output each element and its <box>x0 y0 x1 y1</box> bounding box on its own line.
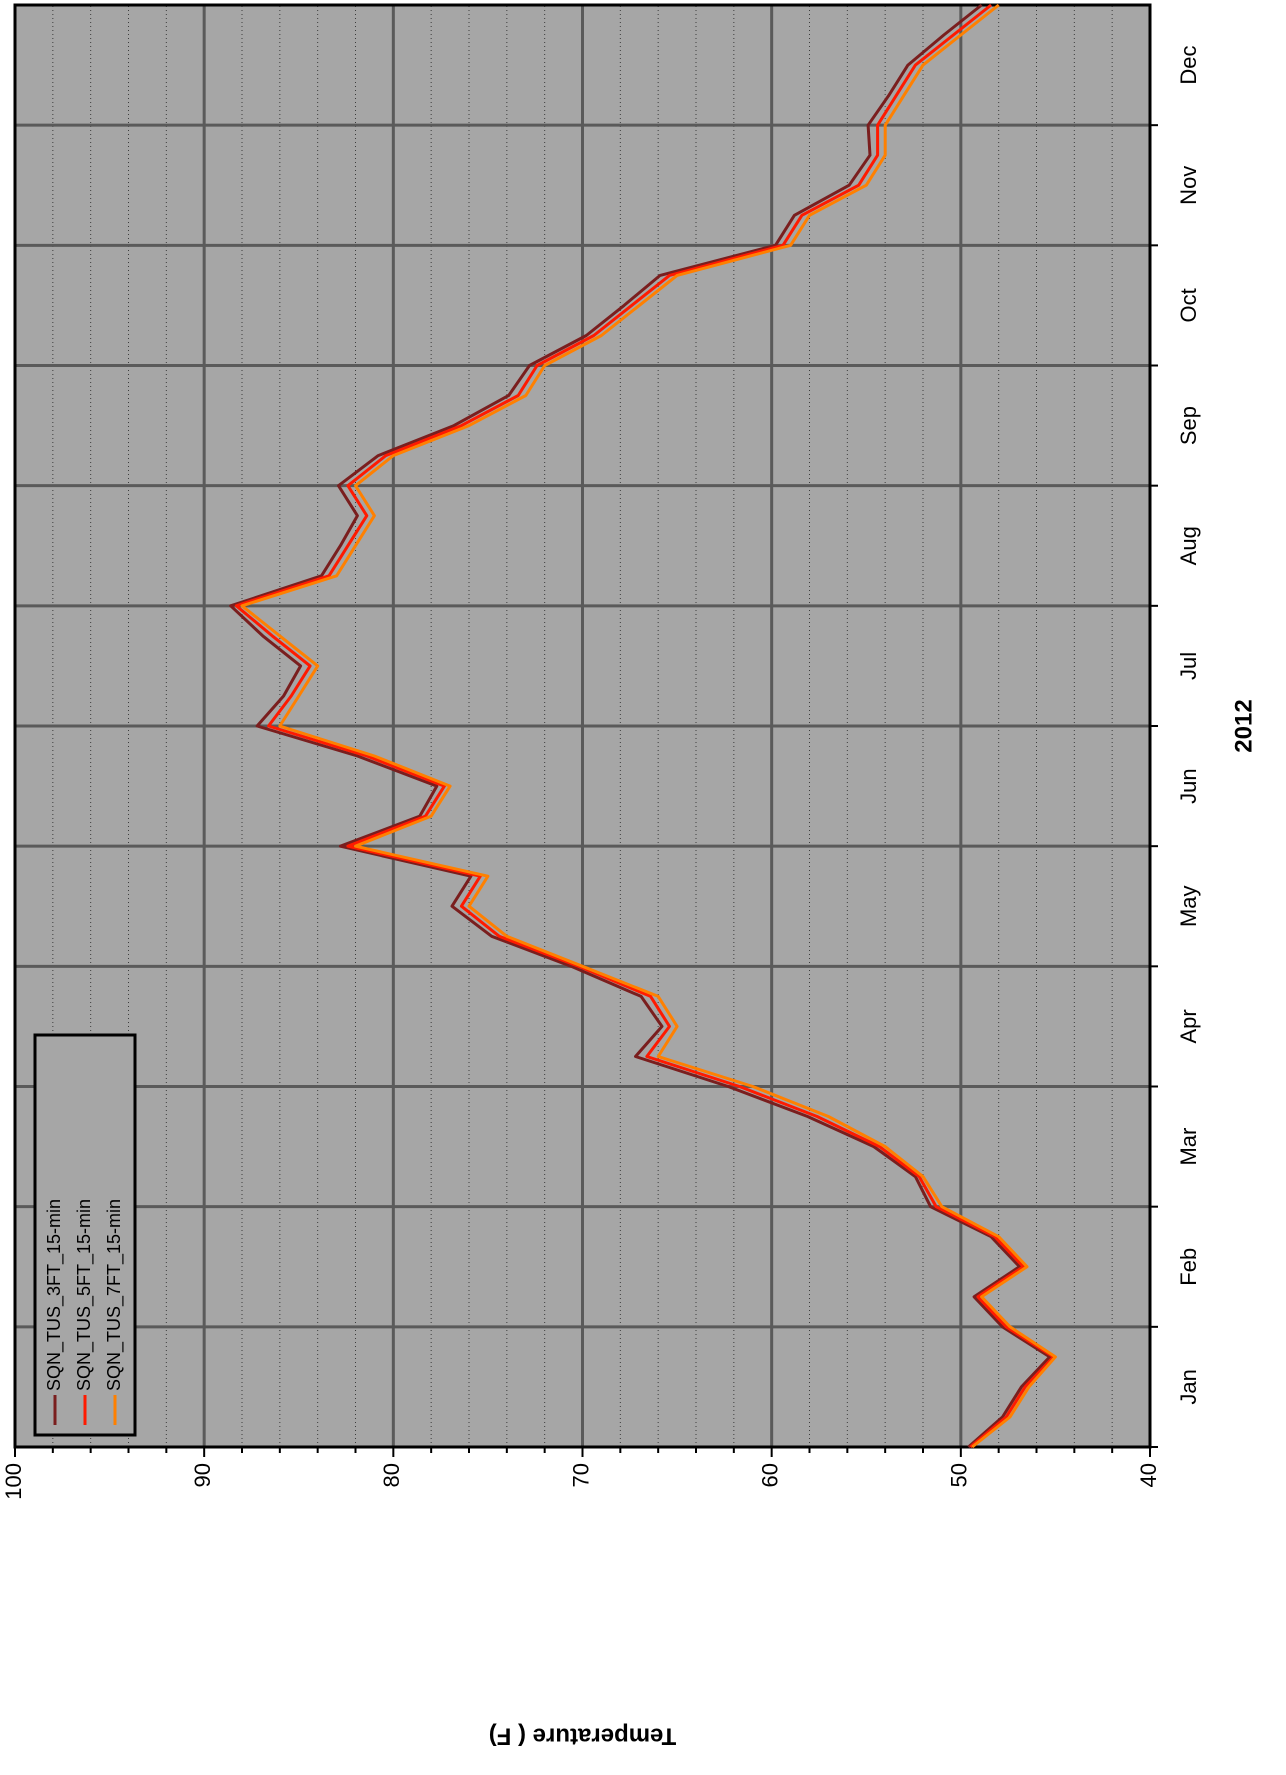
y-tick-label: 70 <box>568 1463 593 1487</box>
y-tick-label: 60 <box>757 1463 782 1487</box>
x-tick-label: Nov <box>1176 166 1201 205</box>
x-axis-title: 2012 <box>1230 699 1257 752</box>
legend-box <box>33 1033 137 1437</box>
x-tick-label: Jan <box>1176 1369 1201 1404</box>
y-tick-label: 40 <box>1136 1463 1161 1487</box>
y-tick-label: 50 <box>947 1463 972 1487</box>
x-tick-label: Dec <box>1176 46 1201 85</box>
y-tick-label: 80 <box>379 1463 404 1487</box>
x-tick-label: Apr <box>1176 1009 1201 1043</box>
legend-label: SQN_TUS_5FT_15-min <box>74 1199 95 1391</box>
legend-label: SQN_TUS_3FT_15-min <box>44 1199 65 1391</box>
series-line <box>234 3 1055 1449</box>
x-tick-label: Jul <box>1176 652 1201 680</box>
series-line <box>240 3 1057 1449</box>
y-tick-label: 100 <box>1 1463 26 1500</box>
x-tick-label: Sep <box>1176 406 1201 445</box>
legend-label: SQN_TUS_7FT_15-min <box>104 1199 125 1391</box>
x-tick-label: Oct <box>1176 288 1201 322</box>
x-tick-label: Jun <box>1176 768 1201 803</box>
x-tick-label: Aug <box>1176 526 1201 565</box>
x-tick-label: May <box>1176 885 1201 927</box>
rotated-chart: 40 50 60 70 80 90 100 Jan Feb Mar Apr May Jun Jul Aug S… <box>1 3 1257 1750</box>
y-tick-label: 90 <box>190 1463 215 1487</box>
x-tick-label: Feb <box>1176 1248 1201 1286</box>
x-tick-label: Mar <box>1176 1128 1201 1166</box>
plot-border <box>13 3 1152 1449</box>
series-line <box>229 3 1052 1449</box>
y-axis-title: Temperature ( F) <box>489 1723 677 1750</box>
